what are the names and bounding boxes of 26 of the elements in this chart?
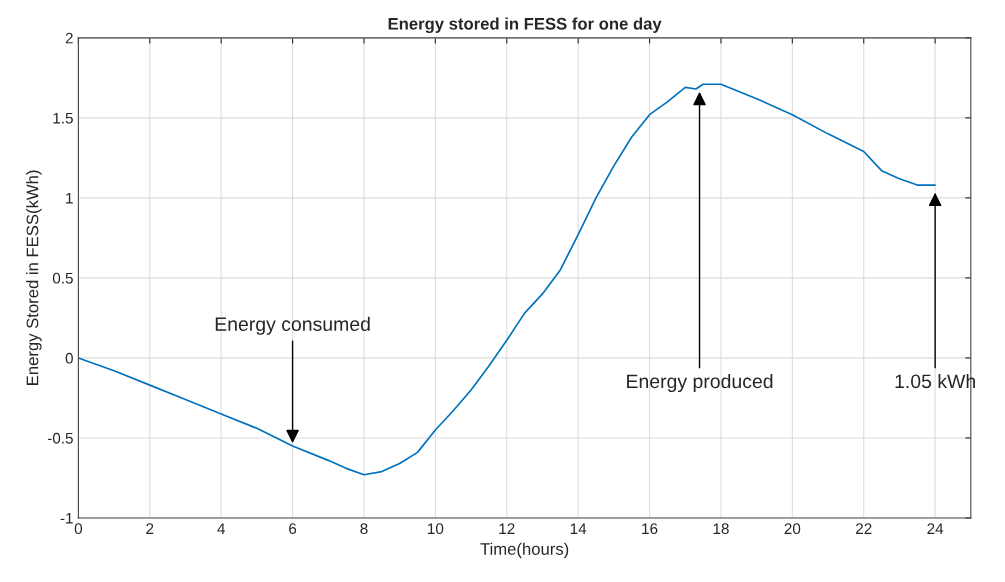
annotation: Energy produced	[627, 373, 773, 393]
y-tick-label: -1	[60, 513, 73, 524]
x-tick-label: 12	[499, 523, 515, 534]
x-tick-label: 6	[289, 523, 297, 535]
x-tick-label: 0	[74, 523, 83, 535]
line-series	[78, 83, 936, 476]
x-tick-label: 4	[217, 523, 225, 534]
x-tick-label: 8	[360, 523, 368, 535]
x-tick-label: 18	[713, 523, 729, 535]
y-tick-label: 2	[65, 32, 73, 44]
x-tick-label: 22	[856, 523, 872, 534]
y-tick-label: 0	[65, 352, 73, 364]
x-tick-label: 16	[642, 523, 658, 535]
y-tick-label: 0.5	[52, 272, 73, 284]
x-axis-title: Time(hours)	[480, 542, 569, 559]
y-axis-title: Energy Stored in FESS(kWh)	[26, 170, 42, 385]
annotation: Energy consumed	[215, 316, 370, 335]
y-tick-label: 1.5	[53, 112, 73, 124]
y-tick-label: 1	[66, 192, 73, 204]
x-tick-label: 2	[146, 523, 154, 534]
y-tick-label: -0.5	[47, 432, 73, 444]
chart-title: Energy stored in FESS for one day	[388, 17, 662, 34]
x-tick-label: 10	[428, 523, 444, 535]
x-tick-label: 20	[784, 523, 801, 535]
x-tick-label: 24	[927, 523, 944, 534]
x-tick-label: 14	[570, 523, 587, 534]
